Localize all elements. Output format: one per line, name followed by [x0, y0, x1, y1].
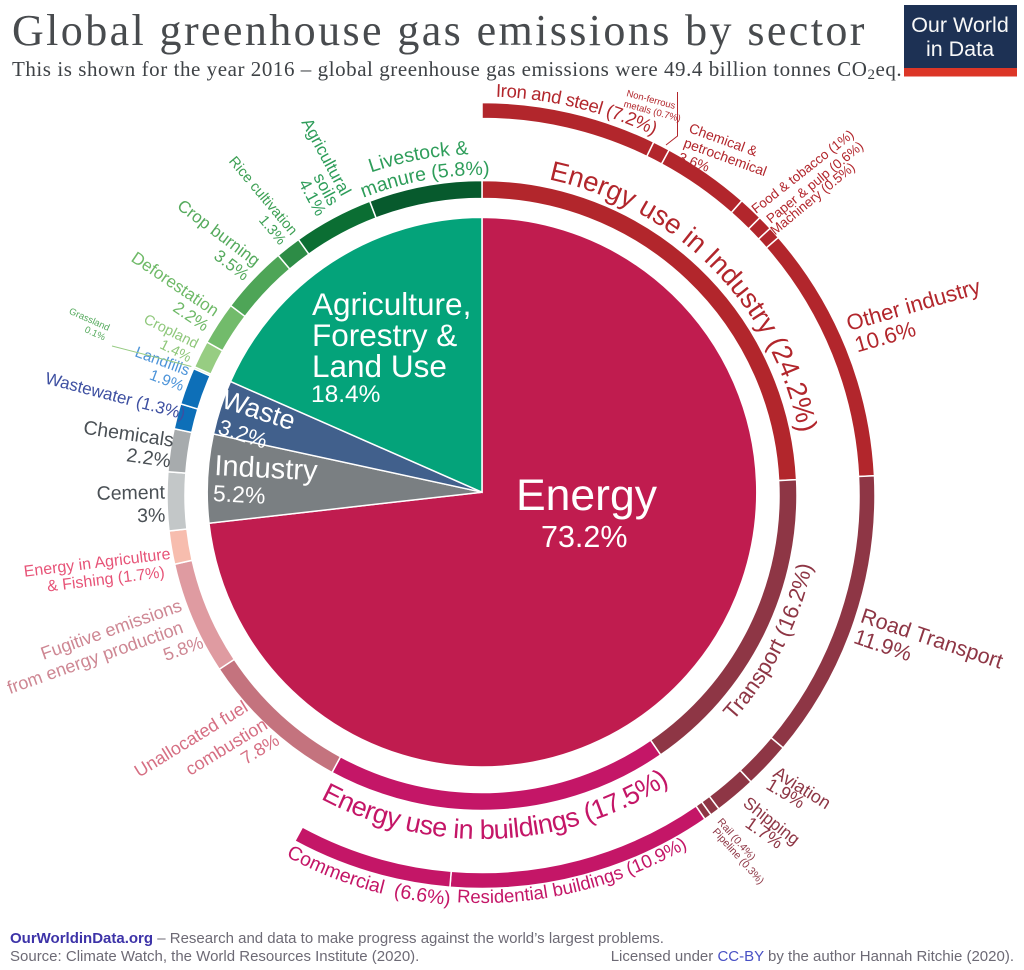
- svg-text:3%: 3%: [137, 505, 166, 528]
- svg-text:Cement: Cement: [96, 482, 165, 505]
- svg-text:Agriculture,Forestry &Land Use: Agriculture, Forestry & Land Use: [312, 286, 471, 384]
- svg-text:This is shown for the year 201: This is shown for the year 2016 – global…: [12, 57, 902, 83]
- svg-text:Industry: Industry: [214, 450, 319, 487]
- svg-text:Global greenhouse gas emission: Global greenhouse gas emissions by secto…: [12, 6, 867, 55]
- svg-text:18.4%: 18.4%: [311, 381, 380, 408]
- svg-text:Licensed under CC-BY by the au: Licensed under CC-BY by the author Hanna…: [611, 948, 1014, 965]
- svg-text:OurWorldinData.org – Research: OurWorldinData.org – Research and data t…: [10, 930, 664, 947]
- svg-text:5.2%: 5.2%: [212, 480, 266, 509]
- svg-text:Our World: Our World: [911, 13, 1009, 37]
- svg-text:in Data: in Data: [926, 37, 994, 61]
- svg-text:73.2%: 73.2%: [541, 520, 627, 554]
- svg-text:Source: Climate Watch, the Wor: Source: Climate Watch, the World Resourc…: [10, 948, 419, 965]
- svg-text:Energy: Energy: [516, 471, 658, 520]
